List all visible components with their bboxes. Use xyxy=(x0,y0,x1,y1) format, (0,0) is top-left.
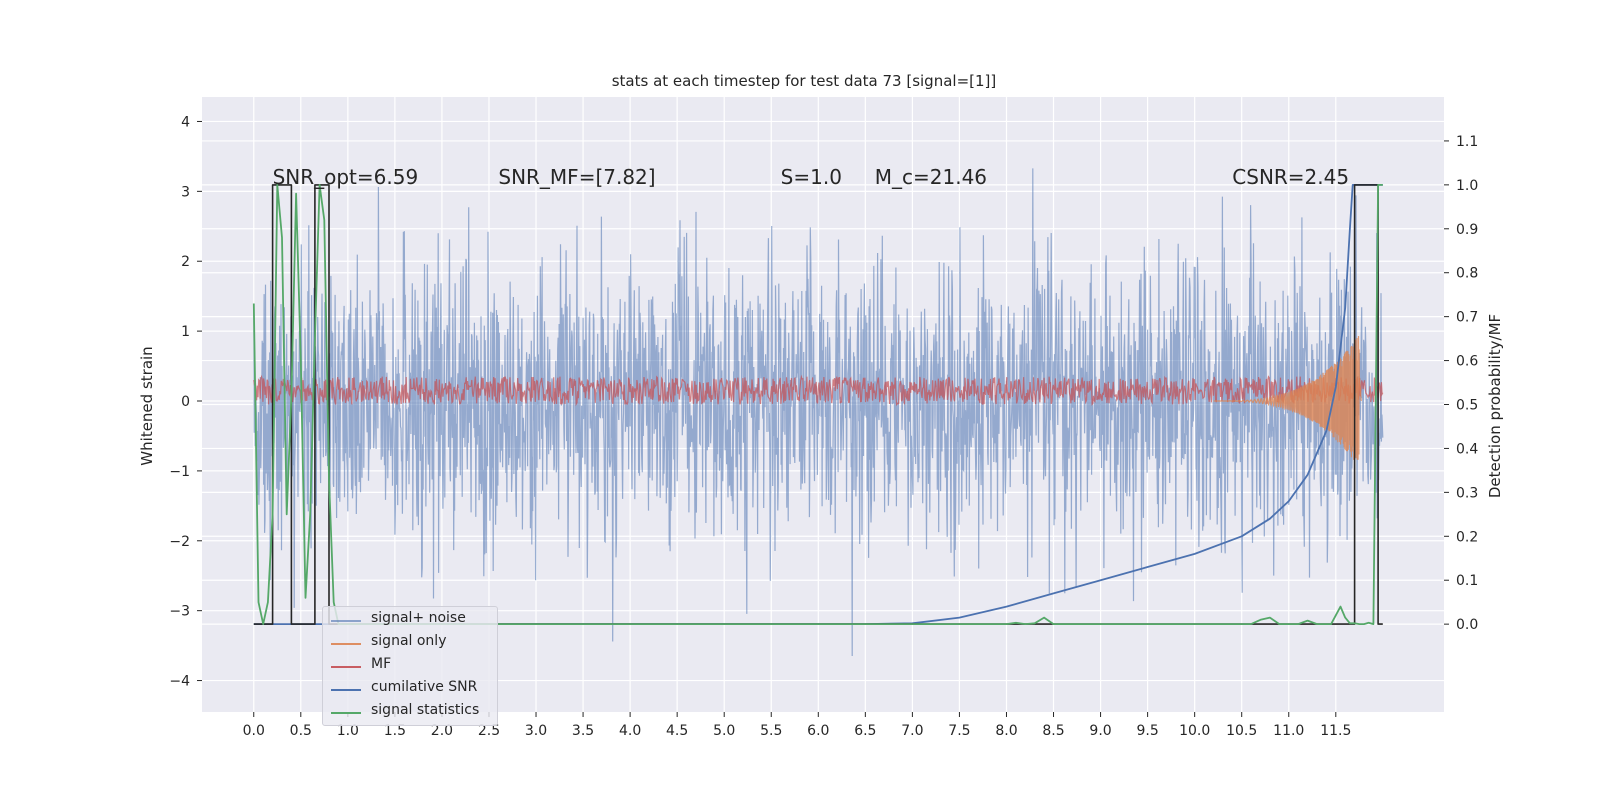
x-tick-label: 9.5 xyxy=(1136,723,1158,739)
legend-item: signal only xyxy=(323,632,497,654)
y-left-tick-label: 2 xyxy=(181,254,190,270)
x-tick-label: 1.5 xyxy=(384,723,406,739)
y-right-tick-label: 1.0 xyxy=(1456,178,1478,194)
binary-detection-line xyxy=(253,184,1383,625)
annotation-text: SNR_opt=6.59 xyxy=(273,165,419,189)
x-tick-label: 1.0 xyxy=(337,723,359,739)
x-tick-label: 2.0 xyxy=(431,723,453,739)
legend-item: MF xyxy=(323,655,497,677)
x-tick-label: 6.5 xyxy=(854,723,876,739)
series-mf xyxy=(253,374,1384,407)
y-left-tick-label: −4 xyxy=(169,674,190,690)
y-right-tick-label: 0.3 xyxy=(1456,485,1478,501)
legend-item: cumilative SNR xyxy=(323,678,497,700)
y-right-tick-label: 0.4 xyxy=(1456,441,1478,457)
x-tick-label: 7.0 xyxy=(901,723,923,739)
y-right-tick-label: 0.0 xyxy=(1456,617,1478,633)
legend-label: MF xyxy=(371,656,392,672)
x-tick-label: 10.5 xyxy=(1226,723,1257,739)
y-right-tick-label: 0.8 xyxy=(1456,266,1478,282)
annotation-text: CSNR=2.45 xyxy=(1232,165,1349,189)
legend-item: signal statistics xyxy=(323,701,497,723)
y-left-tick-label: −1 xyxy=(169,464,190,480)
y-left-tick-label: 4 xyxy=(181,114,190,130)
x-tick-label: 3.5 xyxy=(572,723,594,739)
x-tick-label: 10.0 xyxy=(1179,723,1210,739)
annotations: SNR_opt=6.59 SNR_MF=[7.82] S=1.0 M_c=21.46 C… xyxy=(273,165,1350,189)
legend-swatch xyxy=(331,689,361,691)
plot-content xyxy=(252,168,1384,657)
x-tick-label: 2.5 xyxy=(478,723,500,739)
series-cumulative-snr xyxy=(253,184,1383,625)
y-left-tick-label: 0 xyxy=(181,394,190,410)
x-axis-ticks: 0.0 0.5 1.0 1.5 2.0 2.5 3.0 3.5 4.0 4.5 5.0 5.5 6.0 6… xyxy=(243,712,1351,739)
y-left-tick-label: 3 xyxy=(181,184,190,200)
y-axis-left-ticks: 4 3 2 1 0 −1 −2 −3 −4 xyxy=(169,114,202,690)
y-axis-left-label: Whitened strain xyxy=(138,346,156,465)
legend-item: signal+ noise xyxy=(323,609,497,631)
annotation-text: M_c=21.46 xyxy=(875,165,987,189)
x-tick-label: 6.0 xyxy=(807,723,829,739)
y-right-tick-label: 0.1 xyxy=(1456,573,1478,589)
x-tick-label: 4.5 xyxy=(666,723,688,739)
legend-label: cumilative SNR xyxy=(371,679,478,695)
x-tick-label: 11.0 xyxy=(1273,723,1304,739)
series-signal-plus-noise xyxy=(253,168,1384,657)
legend-swatch xyxy=(331,712,361,714)
y-right-tick-label: 0.5 xyxy=(1456,398,1478,414)
y-right-tick-label: 0.6 xyxy=(1456,354,1478,370)
legend: signal+ noise signal only MF cumilative … xyxy=(322,606,498,726)
mf-line xyxy=(253,374,1384,407)
x-tick-label: 8.0 xyxy=(995,723,1017,739)
annotation-text: S=1.0 xyxy=(781,165,842,189)
x-tick-label: 5.5 xyxy=(760,723,782,739)
y-axis-right-label: Detection probability/MF xyxy=(1486,314,1504,498)
series-binary-detection xyxy=(253,184,1383,625)
x-tick-label: 8.5 xyxy=(1042,723,1064,739)
y-right-tick-label: 1.1 xyxy=(1456,134,1478,150)
x-tick-label: 11.5 xyxy=(1320,723,1351,739)
x-tick-label: 5.0 xyxy=(713,723,735,739)
y-left-tick-label: −3 xyxy=(169,604,190,620)
series-signal-only xyxy=(1213,335,1362,460)
signal-plus-noise-line xyxy=(253,168,1384,657)
x-tick-label: 3.0 xyxy=(525,723,547,739)
y-right-tick-label: 0.9 xyxy=(1456,222,1478,238)
annotation-text: SNR_MF=[7.82] xyxy=(498,165,655,189)
cumulative-snr-line xyxy=(253,184,1383,625)
signal-statistics-line xyxy=(252,184,1383,625)
x-tick-label: 7.5 xyxy=(948,723,970,739)
y-left-tick-label: 1 xyxy=(181,324,190,340)
y-right-tick-label: 0.2 xyxy=(1456,529,1478,545)
x-tick-label: 0.0 xyxy=(243,723,265,739)
legend-swatch xyxy=(331,666,361,668)
signal-only-line xyxy=(1213,335,1362,460)
x-tick-label: 4.0 xyxy=(619,723,641,739)
legend-label: signal only xyxy=(371,633,447,649)
y-left-tick-label: −2 xyxy=(169,534,190,550)
x-tick-label: 0.5 xyxy=(290,723,312,739)
legend-swatch xyxy=(331,620,361,622)
series-signal-statistics xyxy=(252,184,1383,625)
legend-swatch xyxy=(331,643,361,645)
y-right-tick-label: 0.7 xyxy=(1456,310,1478,326)
legend-label: signal+ noise xyxy=(371,610,466,626)
chart-title: stats at each timestep for test data 73 … xyxy=(612,72,997,90)
x-tick-label: 9.0 xyxy=(1089,723,1111,739)
y-axis-right-ticks: 1.1 1.0 0.9 0.8 0.7 0.6 0.5 0.4 0.3 0.2 0.1 0.0 xyxy=(1444,134,1478,633)
legend-label: signal statistics xyxy=(371,702,480,718)
